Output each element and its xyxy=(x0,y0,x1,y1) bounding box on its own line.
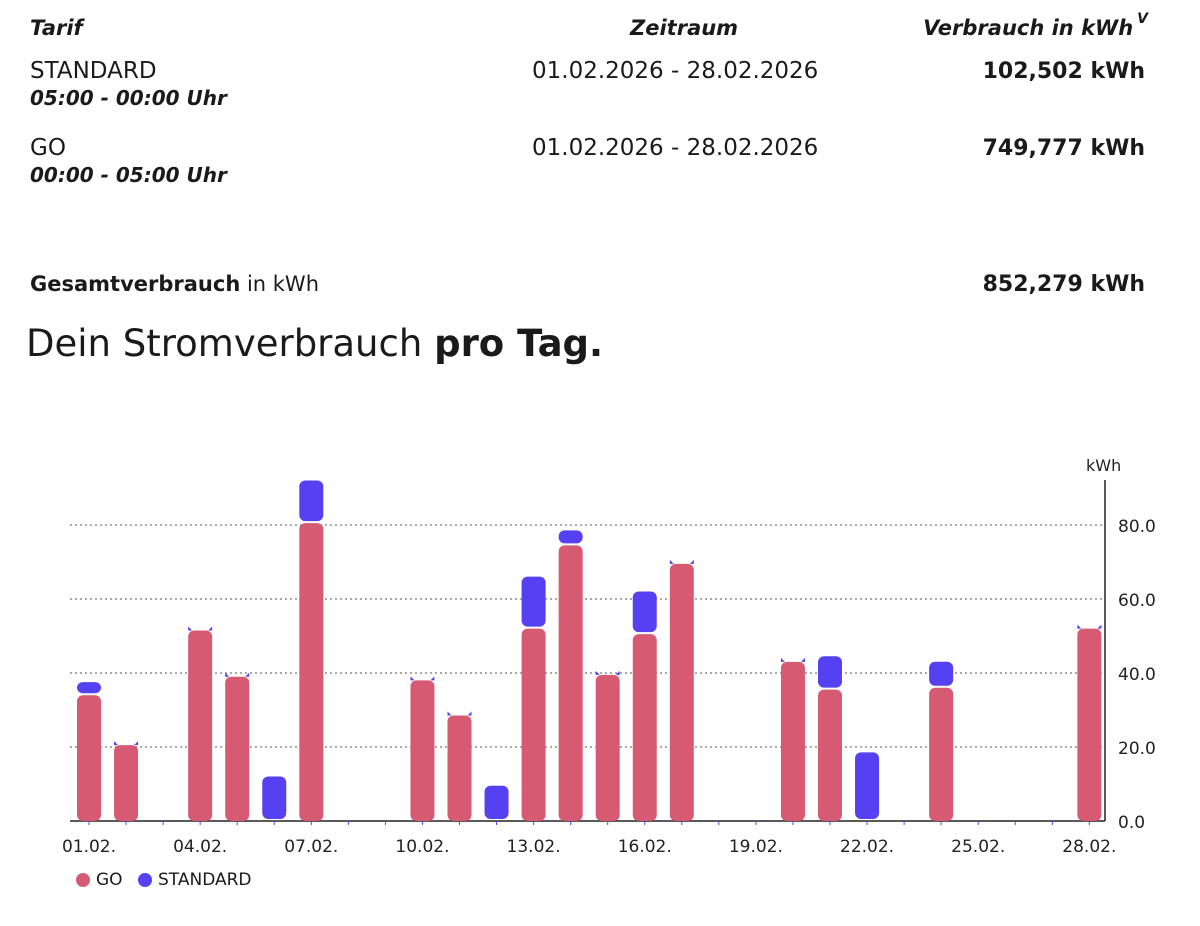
tariff-time-go: 00:00 - 05:00 Uhr xyxy=(30,163,227,187)
total-label-bold: Gesamtverbrauch xyxy=(30,272,241,296)
tariff-period-go: 01.02.2026 - 28.02.2026 xyxy=(532,135,819,161)
bar-standard xyxy=(114,741,139,746)
x-tick-label: 07.02. xyxy=(284,837,338,857)
total-label: Gesamtverbrauch in kWh xyxy=(30,272,319,296)
bar-standard xyxy=(410,676,435,681)
total-label-rest: in kWh xyxy=(240,272,320,296)
y-tick-label: 60.0 xyxy=(1118,591,1156,611)
x-tick-label: 28.02. xyxy=(1062,837,1116,857)
bar-go xyxy=(77,695,101,821)
bar-go xyxy=(818,689,842,821)
bar-standard xyxy=(262,776,287,819)
bar-go xyxy=(669,563,694,821)
bar-standard xyxy=(225,672,250,677)
bar-standard xyxy=(77,682,101,694)
bar-go xyxy=(410,680,435,821)
daily-consumption-chart: 0.0 20.0 40.0 60.0 80.0 kWh 01.02. 04.02. 07.02.… xyxy=(62,456,1156,857)
header-tarif: Tarif xyxy=(30,16,83,40)
bar-go xyxy=(299,523,324,821)
bar-standard xyxy=(818,656,842,688)
legend-item-standard[interactable]: STANDARD xyxy=(138,870,252,890)
sort-icon[interactable]: V xyxy=(1137,11,1148,27)
legend-item-go[interactable]: GO xyxy=(76,870,123,890)
bar-go xyxy=(595,674,620,821)
bar-go xyxy=(521,628,546,821)
tariff-value-standard: 102,502 kWh xyxy=(982,59,1145,84)
bar-standard xyxy=(447,711,472,716)
y-tick-label: 80.0 xyxy=(1118,517,1156,537)
bar-standard xyxy=(929,661,954,686)
bar-go xyxy=(780,661,805,821)
bar-standard xyxy=(188,626,213,631)
bar-go xyxy=(447,715,472,821)
legend-standard-dot xyxy=(138,873,152,887)
tariff-name-standard: STANDARD xyxy=(30,58,157,84)
bar-standard xyxy=(780,657,805,662)
bar-go xyxy=(1077,628,1102,821)
x-tick-label: 04.02. xyxy=(173,837,227,857)
header-zeitraum: Zeitraum xyxy=(630,16,739,40)
chart-heading-bold: pro Tag. xyxy=(434,322,604,365)
x-tick-label: 22.02. xyxy=(840,837,894,857)
bar-go xyxy=(114,745,139,821)
bar-go xyxy=(225,676,250,821)
header-verbrauch-label: Verbrauch in kWh xyxy=(923,16,1134,40)
bar-standard xyxy=(1077,624,1102,629)
bar-standard xyxy=(484,785,509,819)
bar-standard xyxy=(855,752,880,819)
y-tick-label: 40.0 xyxy=(1118,665,1156,685)
tariff-period-standard: 01.02.2026 - 28.02.2026 xyxy=(532,58,819,84)
tariff-name-go: GO xyxy=(30,135,66,161)
total-value: 852,279 kWh xyxy=(982,272,1145,297)
x-tick-label: 01.02. xyxy=(62,837,116,857)
tariff-value-go: 749,777 kWh xyxy=(982,136,1145,161)
x-tick-label: 19.02. xyxy=(729,837,783,857)
y-tick-label: 20.0 xyxy=(1118,739,1156,759)
bar-standard xyxy=(595,670,620,675)
x-tick-label: 10.02. xyxy=(395,837,449,857)
y-unit-label: kWh xyxy=(1086,456,1121,475)
bar-go xyxy=(188,630,213,821)
x-tick-label: 13.02. xyxy=(507,837,561,857)
x-tick-label: 25.02. xyxy=(951,837,1005,857)
x-tick-label: 16.02. xyxy=(618,837,672,857)
chart-heading: Dein Stromverbrauch pro Tag. xyxy=(26,322,603,365)
legend-standard-label: STANDARD xyxy=(158,870,252,890)
y-tick-label: 0.0 xyxy=(1118,813,1145,833)
header-verbrauch[interactable]: Verbrauch in kWh V xyxy=(923,11,1148,40)
legend-go-dot xyxy=(76,873,90,887)
legend-go-label: GO xyxy=(96,870,123,890)
bar-go xyxy=(929,687,954,821)
tariff-time-standard: 05:00 - 00:00 Uhr xyxy=(30,86,227,110)
bar-go xyxy=(558,545,583,821)
bar-standard xyxy=(669,559,694,564)
bar-standard xyxy=(632,591,657,633)
bar-standard xyxy=(521,576,546,627)
bar-go xyxy=(632,634,657,821)
chart-heading-normal: Dein Stromverbrauch xyxy=(26,322,435,365)
bar-standard xyxy=(558,530,583,544)
bar-standard xyxy=(299,480,324,522)
